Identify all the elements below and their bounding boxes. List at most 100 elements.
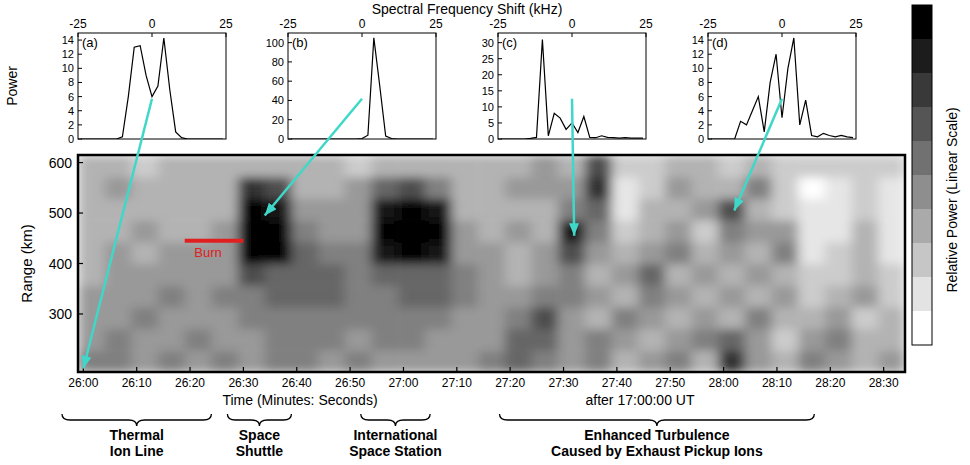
heatmap-cell [665, 329, 692, 351]
heatmap-cell [398, 155, 425, 177]
heatmap-cell [291, 329, 318, 351]
x-axis-title: Spectral Frequency Shift (kHz) [372, 1, 563, 17]
heatmap-cell [371, 329, 398, 351]
heatmap-cell [451, 155, 478, 177]
heatmap-cell [238, 264, 265, 286]
heatmap-cell [131, 220, 158, 242]
heatmap-cell [505, 329, 532, 351]
heatmap-cell [425, 198, 452, 220]
heatmap-cell [345, 264, 372, 286]
spectrum-line [291, 38, 433, 139]
heatmap-cell [265, 264, 292, 286]
heatmap-cell [398, 242, 425, 264]
heatmap-cell [185, 350, 212, 372]
y-tick-label: 6 [68, 91, 74, 103]
span-brace [361, 414, 430, 426]
x-tick-label: 28:20 [815, 376, 845, 390]
heatmap-cell [532, 220, 559, 242]
y-tick-label: 20 [482, 69, 494, 81]
y-tick-label: 5 [488, 117, 494, 129]
heatmap-cell [318, 264, 345, 286]
x-tick-label: 27:40 [602, 376, 632, 390]
y-tick-label: 14 [62, 34, 74, 46]
heatmap-cell [692, 242, 719, 264]
heatmap-cell [772, 198, 799, 220]
heatmap-cell [852, 329, 879, 351]
heatmap-cell [718, 155, 745, 177]
heatmap-cell [745, 329, 772, 351]
heatmap-cell [78, 155, 105, 177]
heatmap-cell [265, 155, 292, 177]
heatmap-cell [585, 350, 612, 372]
heatmap-cell [772, 220, 799, 242]
heatmap-cell [505, 220, 532, 242]
heatmap-cell [158, 350, 185, 372]
y-tick-label: 100 [266, 37, 284, 49]
y-tick [288, 81, 292, 82]
heatmap-cell [105, 155, 132, 177]
heatmap-cell [238, 198, 265, 220]
x-tick [708, 33, 709, 37]
spectrum-panel: 02468101214-25025(a) [62, 17, 233, 145]
heatmap-cell [878, 329, 905, 351]
heatmap-cell [718, 329, 745, 351]
y-tick-label: 80 [272, 56, 284, 68]
heatmap-cell [425, 177, 452, 199]
heatmap-cell [878, 220, 905, 242]
heatmap-cell [291, 242, 318, 264]
x-tick-label: 26:10 [122, 376, 152, 390]
heatmap-cell [398, 329, 425, 351]
heatmap-cell [638, 220, 665, 242]
y-tick [78, 96, 82, 97]
y-tick-label: 40 [272, 94, 284, 106]
heatmap-cell [398, 307, 425, 329]
heatmap-cell [318, 285, 345, 307]
heatmap-cell [612, 198, 639, 220]
x-tick-label: 27:30 [549, 376, 579, 390]
plot-area [81, 38, 223, 139]
heatmap-cell [211, 198, 238, 220]
heatmap-cell [718, 198, 745, 220]
y-tick [78, 82, 82, 83]
heatmap-cell [451, 198, 478, 220]
heatmap-cell [772, 307, 799, 329]
heatmap-cell [772, 177, 799, 199]
y-tick [78, 313, 83, 314]
heatmap-cell [878, 350, 905, 372]
heatmap-cell [745, 242, 772, 264]
heatmap-cell [158, 198, 185, 220]
heatmap-cell [158, 285, 185, 307]
panel-letter: (a) [82, 35, 98, 50]
heatmap-cell [532, 177, 559, 199]
y-tick-label: 2 [698, 119, 704, 131]
heatmap-cell [478, 177, 505, 199]
heatmap-cell [505, 242, 532, 264]
x-tick-label: 27:10 [442, 376, 472, 390]
x-tick-label: -25 [69, 17, 87, 31]
heatmap-cell [585, 329, 612, 351]
heatmap-cell [398, 220, 425, 242]
heatmap-cell [238, 329, 265, 351]
colorbar-label: Relative Power (Linear Scale) [944, 107, 960, 292]
y-tick [498, 74, 502, 75]
heatmap-cell [585, 155, 612, 177]
heatmap-cell [238, 242, 265, 264]
x-tick-label: 26:30 [228, 376, 258, 390]
heatmap-cell [798, 198, 825, 220]
heatmap-cell [345, 220, 372, 242]
heatmap-cell [211, 307, 238, 329]
heatmap-cell [852, 155, 879, 177]
heatmap-cell [238, 285, 265, 307]
heatmap-cell [745, 285, 772, 307]
heatmap-cell [798, 329, 825, 351]
x-tick [296, 367, 297, 372]
heatmap-cell [131, 242, 158, 264]
heatmap-cell [825, 307, 852, 329]
y-tick [708, 54, 712, 55]
spectrum-panel: 051015202530-25025(c) [482, 17, 653, 145]
heatmap-cell [692, 177, 719, 199]
x-tick-label: -25 [489, 17, 507, 31]
colorbar-band [912, 209, 932, 243]
y-tick [498, 122, 502, 123]
x-tick [572, 33, 573, 37]
